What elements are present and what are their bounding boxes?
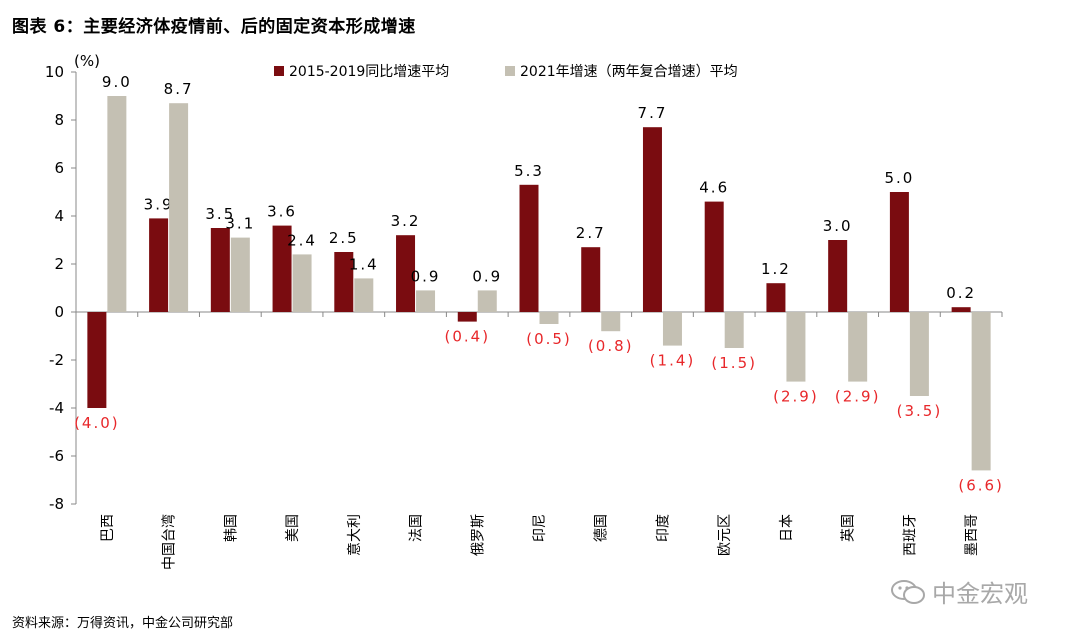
y-tick-label: 2 (54, 255, 64, 273)
y-unit-label: (%) (74, 52, 100, 70)
data-label: (2.9) (835, 388, 881, 406)
legend-swatch-1 (274, 66, 284, 76)
bar-series2 (601, 312, 621, 332)
y-tick-label: 4 (54, 207, 64, 225)
category-label: 德国 (594, 514, 610, 542)
y-tick-label: 6 (54, 159, 64, 177)
bar-series1 (396, 235, 416, 312)
data-label: 2.4 (287, 231, 317, 249)
category-label: 意大利 (346, 514, 363, 556)
bar-series1 (828, 240, 848, 312)
data-label: 1.2 (761, 260, 791, 278)
y-tick-label: 0 (54, 303, 64, 321)
data-label: (0.8) (588, 337, 634, 355)
bar-series1 (149, 218, 169, 312)
data-label: 4.6 (699, 179, 729, 197)
bar-series2 (107, 96, 127, 312)
bar-series2 (292, 254, 312, 312)
bar-series1 (210, 228, 230, 312)
category-label: 巴西 (100, 514, 116, 542)
category-label: 韩国 (223, 514, 239, 542)
data-label: 0.9 (411, 267, 441, 285)
data-label: 7.7 (638, 104, 668, 122)
bar-series1 (704, 201, 724, 312)
data-label: 5.3 (514, 162, 544, 180)
category-label: 墨西哥 (964, 514, 980, 556)
category-label: 英国 (840, 514, 857, 542)
bar-series1 (642, 127, 662, 312)
data-label: 3.0 (823, 217, 853, 235)
category-label: 美国 (285, 514, 301, 542)
data-label: 2.7 (576, 224, 606, 242)
chart-title: 图表 6：主要经济体疫情前、后的固定资本形成增速 (12, 17, 416, 37)
bar-series1 (87, 312, 107, 408)
category-label: 俄罗斯 (470, 514, 486, 556)
bar-series2 (848, 312, 868, 382)
bar-series1 (334, 252, 354, 312)
watermark-text: 中金宏观 (932, 580, 1028, 608)
wechat-icon (891, 579, 925, 604)
data-label: (1.4) (650, 352, 696, 370)
y-tick-label: 10 (45, 63, 64, 81)
category-label: 日本 (779, 514, 795, 542)
data-label: 9.0 (102, 73, 132, 91)
legend-swatch-2 (505, 66, 515, 76)
bar-series2 (169, 103, 189, 312)
bar-series2 (539, 312, 559, 324)
data-label: 5.0 (884, 169, 914, 187)
category-label: 欧元区 (717, 514, 733, 556)
data-label: 0.2 (946, 284, 976, 302)
y-tick-label: -8 (49, 495, 64, 513)
category-label: 法国 (409, 514, 425, 542)
bar-series2 (230, 237, 250, 312)
bar-series1 (889, 192, 909, 312)
data-label: (1.5) (711, 354, 757, 372)
bar-series2 (662, 312, 682, 346)
data-label: 3.9 (144, 195, 174, 213)
category-label: 印度 (655, 514, 671, 542)
data-label: 8.7 (164, 80, 194, 98)
category-label: 西班牙 (902, 514, 918, 556)
bar-series2 (354, 278, 374, 312)
bar-series1 (457, 312, 477, 322)
y-tick-label: -6 (49, 447, 64, 465)
data-label: 3.5 (205, 205, 235, 223)
bar-series1 (766, 283, 786, 312)
data-label: (4.0) (74, 414, 120, 432)
data-label: 3.6 (267, 203, 297, 221)
data-label: (0.5) (526, 330, 572, 348)
data-label: (6.6) (958, 476, 1004, 494)
data-label: 3.1 (225, 215, 255, 233)
y-tick-label: -4 (49, 399, 64, 417)
bar-series2 (724, 312, 744, 348)
data-label: 2.5 (329, 229, 359, 247)
bar-series2 (416, 290, 436, 312)
y-tick-label: 8 (54, 111, 64, 129)
bar-series1 (581, 247, 601, 312)
data-label: (2.9) (773, 388, 819, 406)
bar-series2 (786, 312, 806, 382)
data-label: 0.9 (472, 267, 502, 285)
category-label: 印尼 (532, 514, 548, 542)
data-label: (0.4) (444, 328, 490, 346)
bar-series1 (951, 307, 971, 312)
data-label: 3.2 (391, 212, 421, 230)
data-label: (3.5) (897, 402, 943, 420)
source-note: 资料来源：万得资讯，中金公司研究部 (12, 616, 234, 631)
bar-series2 (909, 312, 929, 396)
data-label: 1.4 (349, 255, 379, 273)
bar-series2 (477, 290, 497, 312)
bar-series1 (272, 225, 292, 312)
bar-series1 (519, 184, 539, 312)
legend-label-1: 2015-2019同比增速平均 (289, 64, 449, 80)
category-label: 中国台湾 (161, 514, 178, 570)
watermark: 中金宏观 (890, 574, 1028, 609)
y-tick-label: -2 (49, 351, 64, 369)
bar-series2 (971, 312, 991, 471)
legend-label-2: 2021年增速（两年复合增速）平均 (520, 63, 738, 80)
